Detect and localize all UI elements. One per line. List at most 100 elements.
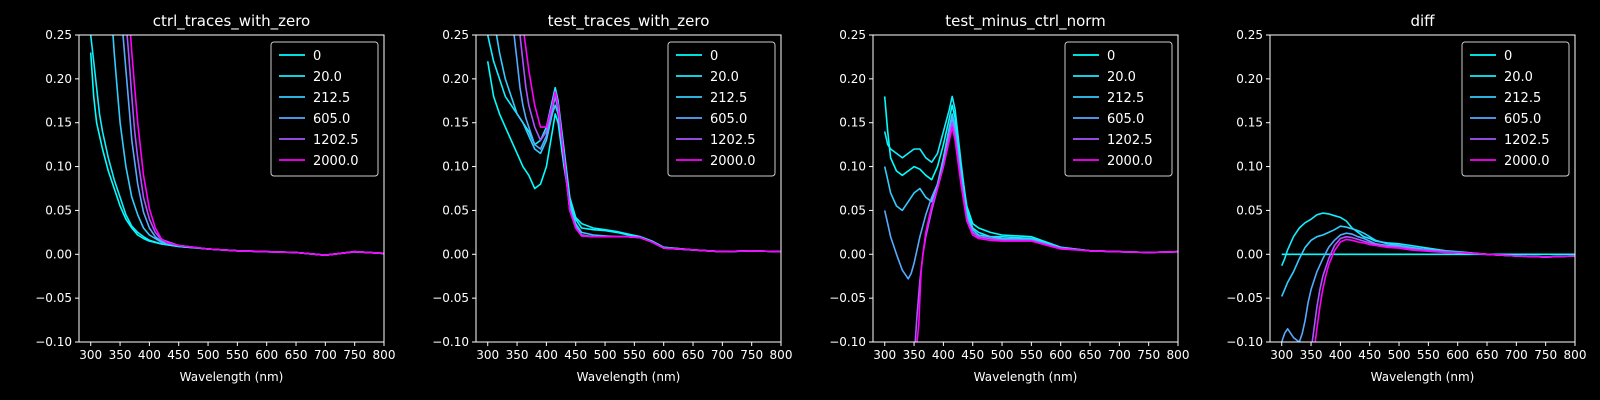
chart-title: test_traces_with_zero (548, 12, 710, 31)
y-tick-label: −0.10 (1226, 335, 1263, 349)
series-line-20.0 (1280, 212, 1575, 267)
x-tick-label: 500 (1388, 348, 1411, 362)
y-tick-label: 0.20 (442, 72, 469, 86)
y-tick-label: 0.15 (45, 116, 72, 130)
legend-label: 1202.5 (1107, 133, 1153, 148)
x-tick-label: 700 (314, 348, 337, 362)
x-tick-label: 550 (623, 348, 646, 362)
legend-label: 2000.0 (1107, 154, 1153, 169)
x-axis-label: Wavelength (nm) (1371, 370, 1475, 384)
axes-frame (78, 34, 385, 343)
x-tick-label: 650 (1476, 348, 1499, 362)
x-axis-label: Wavelength (nm) (974, 370, 1078, 384)
y-tick-label: −0.10 (829, 335, 866, 349)
chart-title: test_minus_ctrl_norm (945, 12, 1106, 31)
legend-label: 0 (313, 49, 321, 64)
x-tick-label: 350 (1300, 348, 1323, 362)
x-tick-label: 350 (109, 348, 132, 362)
axes-frame (872, 34, 1179, 343)
axes-frame (475, 34, 782, 343)
series-line-2000.0 (1314, 238, 1575, 342)
x-tick-label: 300 (1270, 348, 1293, 362)
x-tick-label: 400 (1329, 348, 1352, 362)
series-line-212.5 (1280, 225, 1575, 297)
y-tick-label: −0.10 (35, 335, 72, 349)
y-tick-label: 0.25 (1236, 28, 1263, 42)
y-tick-label: 0.00 (1236, 247, 1263, 261)
x-tick-label: 450 (961, 348, 984, 362)
x-tick-label: 550 (1020, 348, 1043, 362)
series-group (883, 95, 1178, 342)
legend-label: 1202.5 (710, 133, 756, 148)
x-tick-label: 500 (197, 348, 220, 362)
legend-label: 605.0 (1504, 112, 1541, 127)
legend-label: 2000.0 (1504, 154, 1550, 169)
series-group (1280, 212, 1575, 342)
x-tick-label: 400 (535, 348, 558, 362)
series-line-2000.0 (916, 126, 1178, 342)
series-line-2000.0 (523, 35, 781, 253)
y-tick-label: −0.10 (432, 335, 469, 349)
x-axis-label: Wavelength (nm) (180, 370, 284, 384)
x-tick-label: 800 (1167, 348, 1190, 362)
chart-panel-0: ctrl_traces_with_zero 300 350 400 450 500 550 6… (35, 12, 395, 384)
chart-title: ctrl_traces_with_zero (153, 12, 310, 31)
x-tick-label: 450 (167, 348, 190, 362)
legend-label: 20.0 (313, 70, 342, 85)
x-tick-label: 450 (564, 348, 587, 362)
legend-label: 2000.0 (313, 154, 359, 169)
x-tick-label: 650 (1079, 348, 1102, 362)
legend-label: 20.0 (1107, 70, 1136, 85)
x-tick-label: 750 (343, 348, 366, 362)
series-group (486, 35, 781, 253)
x-tick-label: 500 (594, 348, 617, 362)
x-tick-label: 800 (1564, 348, 1587, 362)
series-line-2000.0 (129, 35, 384, 256)
x-tick-label: 650 (682, 348, 705, 362)
y-tick-label: 0.10 (839, 160, 866, 174)
x-tick-label: 750 (740, 348, 763, 362)
y-tick-label: 0.25 (45, 28, 72, 42)
legend-label: 0 (710, 49, 718, 64)
x-tick-label: 600 (1049, 348, 1072, 362)
legend-label: 212.5 (313, 91, 350, 106)
x-tick-label: 400 (932, 348, 955, 362)
chart-panel-1: test_traces_with_zero 300 350 400 450 500 550 6… (432, 12, 792, 384)
x-tick-label: 800 (770, 348, 793, 362)
legend-label: 20.0 (1504, 70, 1533, 85)
legend-label: 1202.5 (313, 133, 359, 148)
x-tick-label: 600 (1446, 348, 1469, 362)
x-tick-label: 700 (1108, 348, 1131, 362)
legend-label: 605.0 (1107, 112, 1144, 127)
y-tick-label: 0.15 (1236, 116, 1263, 130)
legend: 0 20.0 212.5 605.0 1202.5 2000.0 (667, 41, 776, 177)
y-tick-label: 0.20 (1236, 72, 1263, 86)
x-tick-label: 300 (873, 348, 896, 362)
y-tick-label: 0.05 (442, 203, 469, 217)
y-tick-label: 0.00 (839, 247, 866, 261)
legend-label: 0 (1107, 49, 1115, 64)
y-tick-label: −0.05 (432, 291, 469, 305)
series-group (89, 35, 384, 256)
legend-label: 212.5 (1504, 91, 1541, 106)
y-tick-label: 0.25 (442, 28, 469, 42)
legend-label: 212.5 (710, 91, 747, 106)
y-tick-label: −0.05 (35, 291, 72, 305)
y-tick-label: 0.10 (1236, 160, 1263, 174)
y-tick-label: 0.05 (1236, 203, 1263, 217)
y-tick-label: 0.05 (839, 203, 866, 217)
x-tick-label: 750 (1137, 348, 1160, 362)
x-tick-label: 800 (373, 348, 396, 362)
y-tick-label: 0.15 (442, 116, 469, 130)
x-tick-label: 350 (506, 348, 529, 362)
x-tick-label: 600 (255, 348, 278, 362)
y-tick-label: −0.05 (1226, 291, 1263, 305)
x-tick-label: 650 (285, 348, 308, 362)
x-tick-label: 400 (138, 348, 161, 362)
y-tick-label: 0.00 (442, 247, 469, 261)
chart-panel-2: test_minus_ctrl_norm 300 350 400 450 500 550 60… (829, 12, 1189, 384)
x-tick-label: 450 (1358, 348, 1381, 362)
legend-label: 605.0 (710, 112, 747, 127)
y-tick-label: 0.20 (839, 72, 866, 86)
